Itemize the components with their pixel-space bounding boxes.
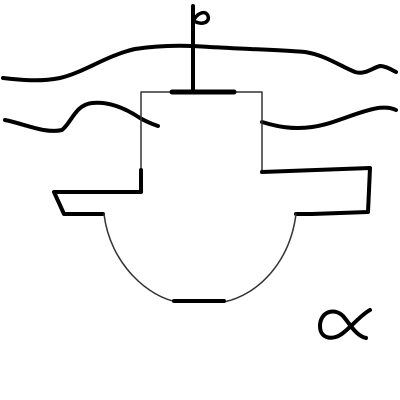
wave-line-top: [1, 43, 398, 83]
wave-line-middle: [3, 100, 160, 133]
deck-right: [260, 166, 372, 216]
deck-left: [52, 168, 143, 216]
alpha-symbol: [318, 308, 372, 340]
wave-line-middle-right: [260, 105, 398, 131]
flag: [191, 10, 211, 25]
hull: [103, 213, 297, 303]
cabin: [140, 91, 263, 191]
